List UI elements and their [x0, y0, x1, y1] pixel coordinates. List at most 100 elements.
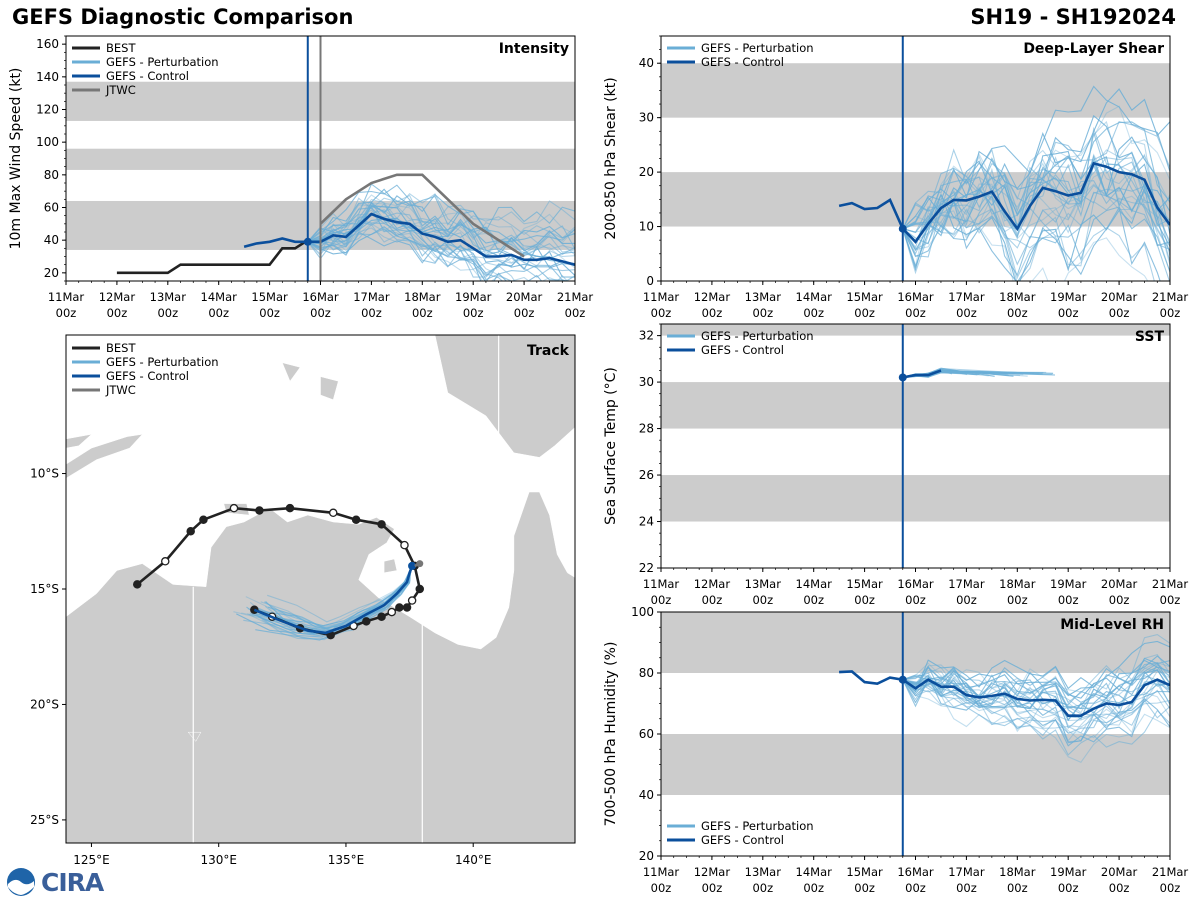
shear-y-tick-label: 20	[639, 165, 654, 179]
rh-x-tick-hour: 00z	[651, 881, 672, 895]
rh-x-tick-hour: 00z	[905, 881, 926, 895]
intensity-perturbation-line	[307, 212, 575, 278]
shear-x-tick-day: 16Mar	[897, 290, 934, 304]
track-lon-label: 125°E	[73, 853, 110, 867]
intensity-x-tick-day: 17Mar	[353, 290, 390, 304]
intensity-x-tick-day: 11Mar	[48, 290, 85, 304]
sst-x-tick-hour: 00z	[752, 593, 773, 607]
rh-y-axis-label: 700-500 hPa Humidity (%)	[603, 642, 619, 827]
shear-x-tick-day: 19Mar	[1050, 290, 1087, 304]
intensity-perturbation-line	[307, 184, 575, 243]
island-landmass	[281, 362, 301, 382]
shear-x-tick-day: 17Mar	[948, 290, 985, 304]
intensity-x-tick-hour: 00z	[463, 306, 484, 320]
figure-title: GEFS Diagnostic Comparison	[12, 5, 354, 29]
intensity-x-tick-hour: 00z	[565, 306, 586, 320]
shear-perturbation-line	[902, 85, 1170, 230]
sst-y-tick-label: 22	[639, 561, 654, 575]
rh-x-tick-day: 11Mar	[643, 865, 680, 879]
intensity-x-tick-day: 16Mar	[302, 290, 339, 304]
sst-x-tick-hour: 00z	[905, 593, 926, 607]
shear-x-tick-hour: 00z	[803, 306, 824, 320]
timor-landmass	[66, 433, 143, 479]
rh-panel: 20 40 60 80 100 11Mar 00z 12Mar 00z 13Mar 00z 14Mar…	[603, 605, 1188, 895]
rh-threshold-band	[661, 734, 1170, 795]
sst-x-tick-hour: 00z	[803, 593, 824, 607]
sst-y-tick-label: 28	[639, 422, 654, 436]
rh-perturbation-line	[902, 640, 1170, 693]
intensity-y-tick-label: 100	[36, 135, 59, 149]
intensity-best-line	[116, 239, 309, 275]
track-legend-label: BEST	[106, 341, 136, 355]
rh-x-tick-day: 15Mar	[846, 865, 883, 879]
sst-gefs-control-line	[902, 369, 942, 379]
intensity-x-tick-hour: 00z	[412, 306, 433, 320]
rh-x-tick-day: 18Mar	[999, 865, 1036, 879]
cira-logo-text: CIRA	[41, 867, 104, 897]
rh-x-tick-hour: 00z	[1007, 881, 1028, 895]
island-landmass	[383, 558, 398, 574]
intensity-y-tick-label: 160	[36, 37, 59, 51]
shear-x-tick-hour: 00z	[905, 306, 926, 320]
rh-y-tick-label: 80	[639, 666, 654, 680]
intensity-x-tick-hour: 00z	[107, 306, 128, 320]
shear-y-tick-label: 30	[639, 111, 654, 125]
intensity-x-tick-hour: 00z	[310, 306, 331, 320]
rh-x-tick-day: 14Mar	[796, 865, 833, 879]
rh-x-tick-day: 19Mar	[1050, 865, 1087, 879]
rh-x-tick-hour: 00z	[1109, 881, 1130, 895]
shear-x-tick-hour: 00z	[1160, 306, 1181, 320]
track-panel-title: Track	[527, 343, 570, 359]
sst-y-tick-label: 32	[639, 329, 654, 343]
rh-perturbation-line	[902, 662, 1170, 714]
track-best-position-marker	[402, 603, 412, 612]
shear-perturbation-line	[902, 88, 1170, 230]
rh-y-tick-label: 20	[639, 849, 654, 863]
rh-y-tick-label: 60	[639, 727, 654, 741]
rh-gefs-control-line	[839, 670, 1170, 718]
sst-x-tick-day: 13Mar	[745, 577, 782, 591]
sst-x-tick-day: 18Mar	[999, 577, 1036, 591]
track-best-position-marker	[186, 527, 195, 536]
intensity-perturbation-line	[307, 223, 486, 281]
rh-y-tick-label: 100	[631, 605, 654, 619]
track-best-position-marker	[161, 557, 170, 566]
shear-legend-label: GEFS - Control	[701, 55, 784, 69]
intensity-y-tick-label: 140	[36, 70, 59, 84]
intensity-x-tick-hour: 00z	[208, 306, 229, 320]
shear-perturbation-line	[902, 105, 1170, 233]
intensity-init-marker	[303, 237, 312, 246]
sst-panel: 22 24 26 28 30 32 11Mar 00z 12Mar 00z 13Mar 00z 14Ma…	[603, 323, 1188, 607]
sst-x-tick-day: 16Mar	[897, 577, 934, 591]
rh-perturbation-line	[902, 679, 1170, 756]
intensity-legend-label: JTWC	[105, 83, 136, 97]
track-best-position-marker	[199, 515, 208, 524]
shear-x-tick-hour: 00z	[956, 306, 977, 320]
rh-y-tick-label: 40	[639, 788, 654, 802]
sst-x-tick-hour: 00z	[956, 593, 977, 607]
rh-x-tick-day: 12Mar	[694, 865, 731, 879]
shear-y-tick-label: 10	[639, 220, 654, 234]
sst-y-axis-label: Sea Surface Temp (°C)	[603, 367, 619, 525]
track-lon-label: 130°E	[200, 853, 237, 867]
intensity-x-tick-hour: 00z	[361, 306, 382, 320]
noaa-logo-icon	[7, 868, 35, 896]
track-jtwc-marker	[416, 560, 424, 568]
track-legend-label: GEFS - Perturbation	[106, 355, 219, 369]
shear-x-tick-hour: 00z	[651, 306, 672, 320]
track-best-position-marker	[377, 612, 386, 621]
rh-x-tick-day: 17Mar	[948, 865, 985, 879]
rh-init-marker	[898, 675, 907, 684]
rh-x-tick-day: 13Mar	[745, 865, 782, 879]
shear-x-tick-day: 14Mar	[796, 290, 833, 304]
track-panel: 125°E 130°E 135°E 140°E 10°S 15°S 20°S 25°S Trac…	[30, 334, 576, 867]
rh-legend-label: GEFS - Perturbation	[701, 819, 814, 833]
rh-perturbation-line	[902, 659, 1170, 699]
shear-x-tick-hour: 00z	[752, 306, 773, 320]
sst-y-tick-label: 24	[639, 515, 654, 529]
track-best-position-marker	[328, 508, 338, 518]
intensity-gefs-control-line	[243, 212, 575, 266]
intensity-x-tick-day: 20Mar	[506, 290, 543, 304]
intensity-perturbation-line	[307, 217, 575, 269]
rh-legend-label: GEFS - Control	[701, 833, 784, 847]
